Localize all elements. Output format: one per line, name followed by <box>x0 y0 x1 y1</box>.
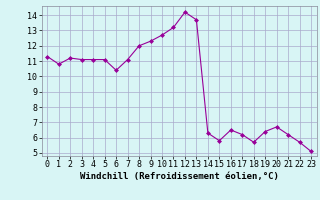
X-axis label: Windchill (Refroidissement éolien,°C): Windchill (Refroidissement éolien,°C) <box>80 172 279 181</box>
